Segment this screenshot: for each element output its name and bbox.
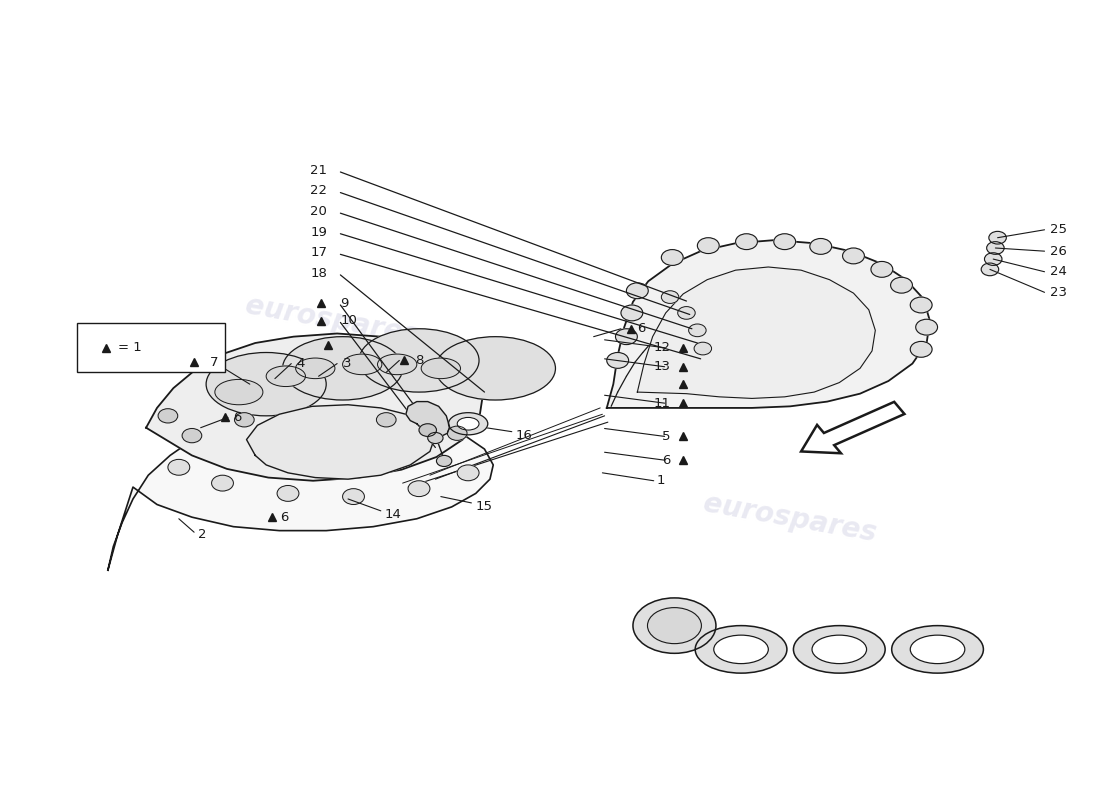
- Circle shape: [448, 426, 468, 440]
- Circle shape: [458, 465, 478, 481]
- Ellipse shape: [892, 626, 983, 673]
- Text: 22: 22: [310, 185, 328, 198]
- Text: 7: 7: [209, 355, 218, 369]
- Text: 6: 6: [280, 510, 288, 524]
- Text: 17: 17: [310, 246, 328, 259]
- Circle shape: [158, 409, 178, 423]
- Ellipse shape: [812, 635, 867, 664]
- Ellipse shape: [296, 358, 334, 378]
- Circle shape: [989, 231, 1006, 244]
- Text: 14: 14: [384, 508, 400, 522]
- Text: 2: 2: [198, 528, 207, 541]
- Circle shape: [211, 475, 233, 491]
- Text: eurospares: eurospares: [243, 292, 420, 350]
- Text: = 1: = 1: [118, 342, 142, 354]
- Circle shape: [277, 486, 299, 502]
- FancyBboxPatch shape: [77, 323, 224, 372]
- Ellipse shape: [793, 626, 886, 673]
- Circle shape: [621, 305, 642, 321]
- Text: 15: 15: [476, 500, 493, 514]
- Ellipse shape: [458, 418, 478, 430]
- Circle shape: [419, 424, 437, 437]
- Text: 6: 6: [637, 322, 646, 335]
- Polygon shape: [406, 402, 450, 437]
- Polygon shape: [246, 405, 436, 479]
- Ellipse shape: [206, 353, 327, 416]
- Ellipse shape: [436, 337, 556, 400]
- Circle shape: [661, 290, 679, 303]
- Circle shape: [689, 324, 706, 337]
- Text: 13: 13: [653, 360, 670, 374]
- Circle shape: [910, 342, 932, 358]
- Text: 3: 3: [342, 357, 351, 370]
- Circle shape: [183, 429, 201, 442]
- Text: 8: 8: [415, 354, 424, 367]
- Text: 6: 6: [233, 411, 242, 424]
- Circle shape: [661, 250, 683, 266]
- Text: 18: 18: [310, 267, 328, 280]
- Circle shape: [736, 234, 758, 250]
- Circle shape: [607, 353, 628, 368]
- Circle shape: [234, 413, 254, 427]
- Text: 25: 25: [1050, 223, 1067, 236]
- Circle shape: [626, 283, 648, 298]
- Text: eurospares: eurospares: [702, 490, 879, 548]
- Circle shape: [987, 242, 1004, 254]
- Circle shape: [437, 455, 452, 466]
- Text: 12: 12: [653, 342, 670, 354]
- Text: 6: 6: [662, 454, 670, 466]
- Ellipse shape: [342, 354, 382, 374]
- Text: 20: 20: [310, 205, 328, 218]
- Circle shape: [678, 306, 695, 319]
- Ellipse shape: [695, 626, 786, 673]
- Circle shape: [984, 253, 1002, 266]
- Ellipse shape: [283, 337, 403, 400]
- Ellipse shape: [714, 635, 768, 664]
- Ellipse shape: [266, 366, 306, 386]
- Circle shape: [981, 263, 999, 276]
- Circle shape: [843, 248, 865, 264]
- Text: 4: 4: [297, 357, 305, 370]
- Text: 5: 5: [661, 430, 670, 443]
- Ellipse shape: [449, 413, 487, 435]
- Circle shape: [376, 413, 396, 427]
- Polygon shape: [146, 334, 482, 481]
- Circle shape: [408, 481, 430, 497]
- Text: 19: 19: [310, 226, 328, 238]
- Ellipse shape: [214, 379, 263, 405]
- Circle shape: [616, 329, 637, 345]
- Circle shape: [428, 433, 443, 443]
- Text: 24: 24: [1050, 266, 1067, 278]
- Circle shape: [915, 319, 937, 335]
- Circle shape: [910, 297, 932, 313]
- Text: 11: 11: [653, 397, 670, 410]
- Polygon shape: [607, 240, 930, 408]
- Circle shape: [342, 489, 364, 505]
- Ellipse shape: [632, 598, 716, 654]
- Ellipse shape: [377, 354, 417, 374]
- Circle shape: [891, 278, 912, 293]
- Polygon shape: [637, 267, 876, 398]
- Text: 9: 9: [340, 297, 349, 310]
- Ellipse shape: [421, 358, 461, 378]
- Circle shape: [697, 238, 719, 254]
- Text: 26: 26: [1050, 245, 1067, 258]
- Circle shape: [168, 459, 189, 475]
- Text: 16: 16: [515, 429, 532, 442]
- Circle shape: [810, 238, 832, 254]
- Ellipse shape: [648, 608, 702, 644]
- Circle shape: [773, 234, 795, 250]
- Text: 21: 21: [310, 164, 328, 177]
- Ellipse shape: [910, 635, 965, 664]
- FancyArrow shape: [801, 402, 904, 454]
- Ellipse shape: [359, 329, 478, 392]
- Circle shape: [871, 262, 893, 278]
- Text: 1: 1: [657, 474, 665, 487]
- Text: 23: 23: [1050, 286, 1067, 299]
- Text: 10: 10: [340, 314, 358, 327]
- Polygon shape: [108, 410, 493, 570]
- Circle shape: [694, 342, 712, 355]
